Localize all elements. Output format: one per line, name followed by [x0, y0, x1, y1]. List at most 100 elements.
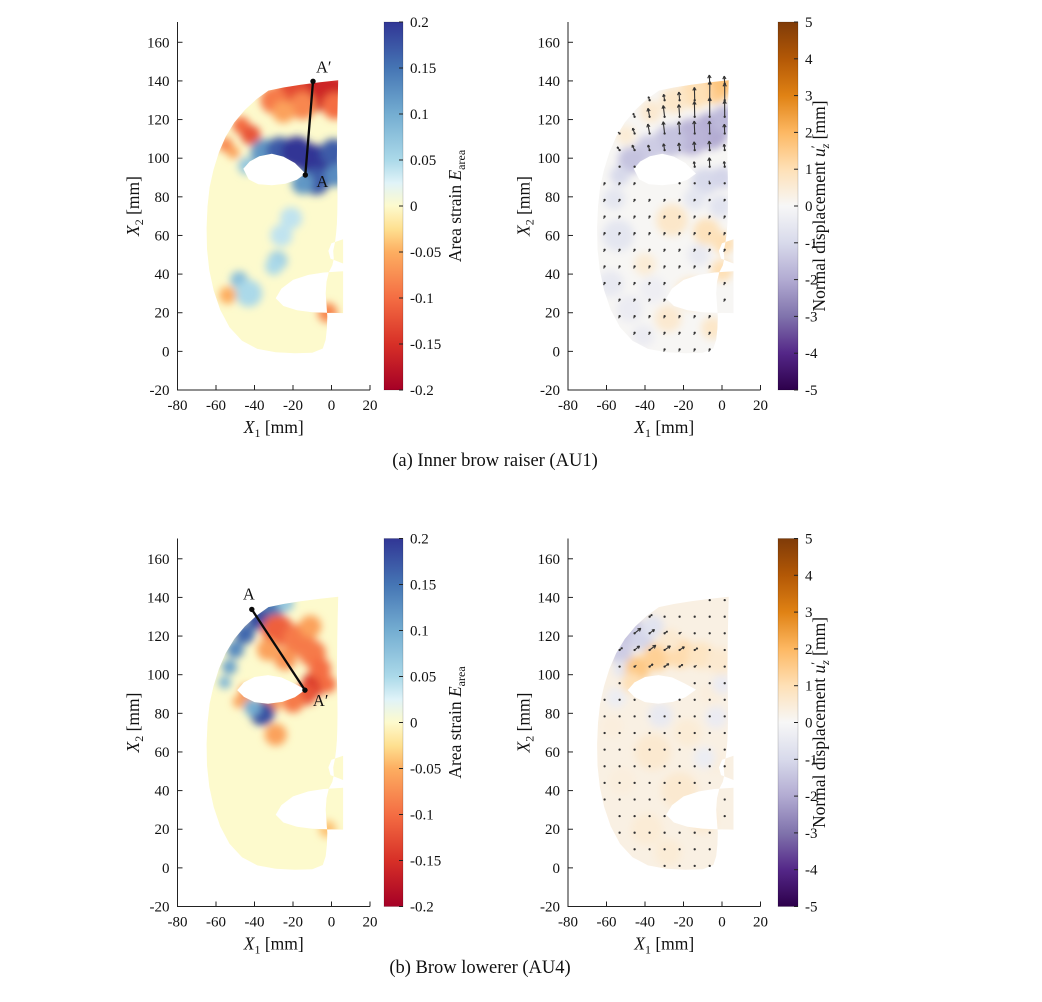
colorbar-tick-label: -0.1	[410, 808, 434, 824]
x-tick-label: 20	[363, 398, 378, 414]
colorbar-tick-label: 0	[805, 199, 813, 215]
y-tick-label: 40	[545, 784, 560, 800]
y-tick-label: 80	[545, 190, 560, 206]
colorbar-tick-label: -0.05	[410, 762, 441, 778]
y-tick-label: 120	[147, 113, 170, 129]
y-tick-label: 20	[545, 822, 560, 838]
y-tick-label: 120	[147, 629, 170, 645]
x-axis-label: X1 [mm]	[633, 417, 694, 440]
annotation-point	[302, 172, 309, 178]
x-tick-label: -80	[168, 398, 188, 414]
y-tick-label: 0	[162, 861, 170, 877]
y-tick-label: 60	[545, 745, 560, 761]
y-tick-label: 0	[553, 861, 561, 877]
y-tick-label: 80	[155, 706, 170, 722]
displacement-map-au1: -80 -60 -40 -20 0 20-20020406080100120140160X…	[514, 15, 833, 440]
y-tick-label: 100	[538, 151, 561, 167]
tick-labels: -80 -60 -40 -20 0 20 -20 0 20 40 60 80 100 120 140 160	[147, 552, 378, 931]
y-tick-label: 60	[155, 745, 170, 761]
y-tick-label: 40	[155, 784, 170, 800]
y-tick-label: 140	[538, 590, 561, 606]
annotation-label: A	[316, 172, 328, 191]
colorbar-tick-label: -3	[805, 309, 818, 325]
x-axis-label: X1 [mm]	[243, 417, 304, 440]
y-axis-label: X2 [mm]	[514, 693, 537, 754]
displacement-map-au4: -80 -60 -40 -20 0 20-20020406080100120140160X…	[514, 532, 833, 957]
y-tick-label: 100	[147, 151, 170, 167]
y-tick-label: -20	[150, 383, 170, 399]
quiver-arrows	[603, 598, 726, 868]
axes	[567, 538, 761, 907]
y-tick-label: 20	[155, 306, 170, 322]
colorbar-tick-label: 0.1	[410, 624, 429, 640]
caption-panel-a: (a) Inner brow raiser (AU1)	[392, 451, 598, 471]
x-tick-label: -40	[635, 915, 655, 931]
colorbar-tick-label: 1	[805, 162, 813, 178]
annotation-point	[310, 78, 316, 85]
colorbar-tick-label: 0.05	[410, 670, 436, 686]
y-tick-label: 80	[155, 190, 170, 206]
y-tick-label: 0	[162, 344, 170, 360]
face-region	[206, 80, 344, 354]
y-tick-label: 160	[538, 552, 561, 568]
colorbar-tick-label: 3	[805, 605, 813, 621]
colorbar-tick-label: 2	[805, 125, 813, 141]
colorbar-tick-label: 0	[410, 199, 418, 215]
colorbar-tick-label: 0.05	[410, 153, 436, 169]
x-tick-label: -80	[558, 398, 578, 414]
annotation-line-group: A A′	[243, 584, 329, 710]
colorbar-label: Normal displacement u′z [mm]	[808, 100, 832, 311]
colorbar-tick-label: -4	[805, 346, 818, 362]
y-tick-label: 140	[538, 74, 561, 90]
colorbar-tick-label: -1	[805, 752, 818, 768]
strain-map-au4: -80 -60 -40 -20 0 20 -20 0 20 40 60 80 100 120 140 160 X…	[123, 532, 468, 957]
y-tick-label: -20	[540, 383, 560, 399]
annotation-point	[249, 606, 255, 613]
x-tick-label: -60	[597, 398, 617, 414]
x-tick-label: -60	[206, 398, 226, 414]
y-tick-label: 120	[538, 629, 561, 645]
axes	[177, 538, 371, 907]
y-tick-label: 160	[147, 35, 170, 51]
x-tick-label: 0	[718, 398, 726, 414]
y-tick-label: 100	[147, 668, 170, 684]
y-tick-label: 0	[553, 344, 561, 360]
colorbar-tick-label: -0.05	[410, 245, 441, 261]
x-tick-label: 0	[718, 915, 726, 931]
y-tick-label: 40	[545, 267, 560, 283]
annotation-label: A	[243, 584, 255, 603]
y-tick-label: 140	[147, 590, 170, 606]
x-tick-label: -20	[674, 398, 694, 414]
colorbar-tick-label: -0.2	[410, 900, 434, 916]
x-tick-label: -40	[245, 915, 265, 931]
annotation-label: A′	[316, 57, 332, 76]
annotation-line-group: A′ A	[302, 57, 332, 191]
x-tick-label: -20	[283, 915, 303, 931]
colorbar: 0.2 0.15 0.1 0.05 0 -0.05 -0.1 -0.15 -0.2 Area st…	[383, 532, 468, 916]
x-tick-label: -20	[674, 915, 694, 931]
colorbar-tick-label: 4	[805, 568, 813, 584]
colorbar-tick-label: 0	[410, 716, 418, 732]
colorbar-tick-label: -3	[805, 826, 818, 842]
colorbar-tick-label: 5	[805, 15, 813, 31]
annotation-label: A′	[313, 691, 329, 710]
y-tick-label: 20	[545, 306, 560, 322]
x-tick-label: 20	[753, 398, 768, 414]
colorbar-label: Area strain Earea	[445, 149, 468, 262]
colorbar-tick-label: 1	[805, 679, 813, 695]
colorbar-label: Area strain Earea	[445, 666, 468, 779]
x-tick-label: 0	[328, 398, 336, 414]
colorbar-tick-label: 3	[805, 89, 813, 105]
colorbar-tick-label: 0.1	[410, 107, 429, 123]
colorbar: 5 4 3 2 1 0 -1 -2 -3 -4 -5 Normal displacement u′z …	[777, 15, 832, 399]
colorbar-tick-label: 0	[805, 716, 813, 732]
y-tick-label: 100	[538, 668, 561, 684]
x-tick-label: -80	[558, 915, 578, 931]
y-tick-label: -20	[150, 900, 170, 916]
colorbar-tick-label: 0.2	[410, 532, 429, 548]
colorbar-tick-label: -0.15	[410, 854, 441, 870]
y-tick-label: 60	[155, 228, 170, 244]
caption-panel-b: (b) Brow lowerer (AU4)	[389, 958, 571, 978]
